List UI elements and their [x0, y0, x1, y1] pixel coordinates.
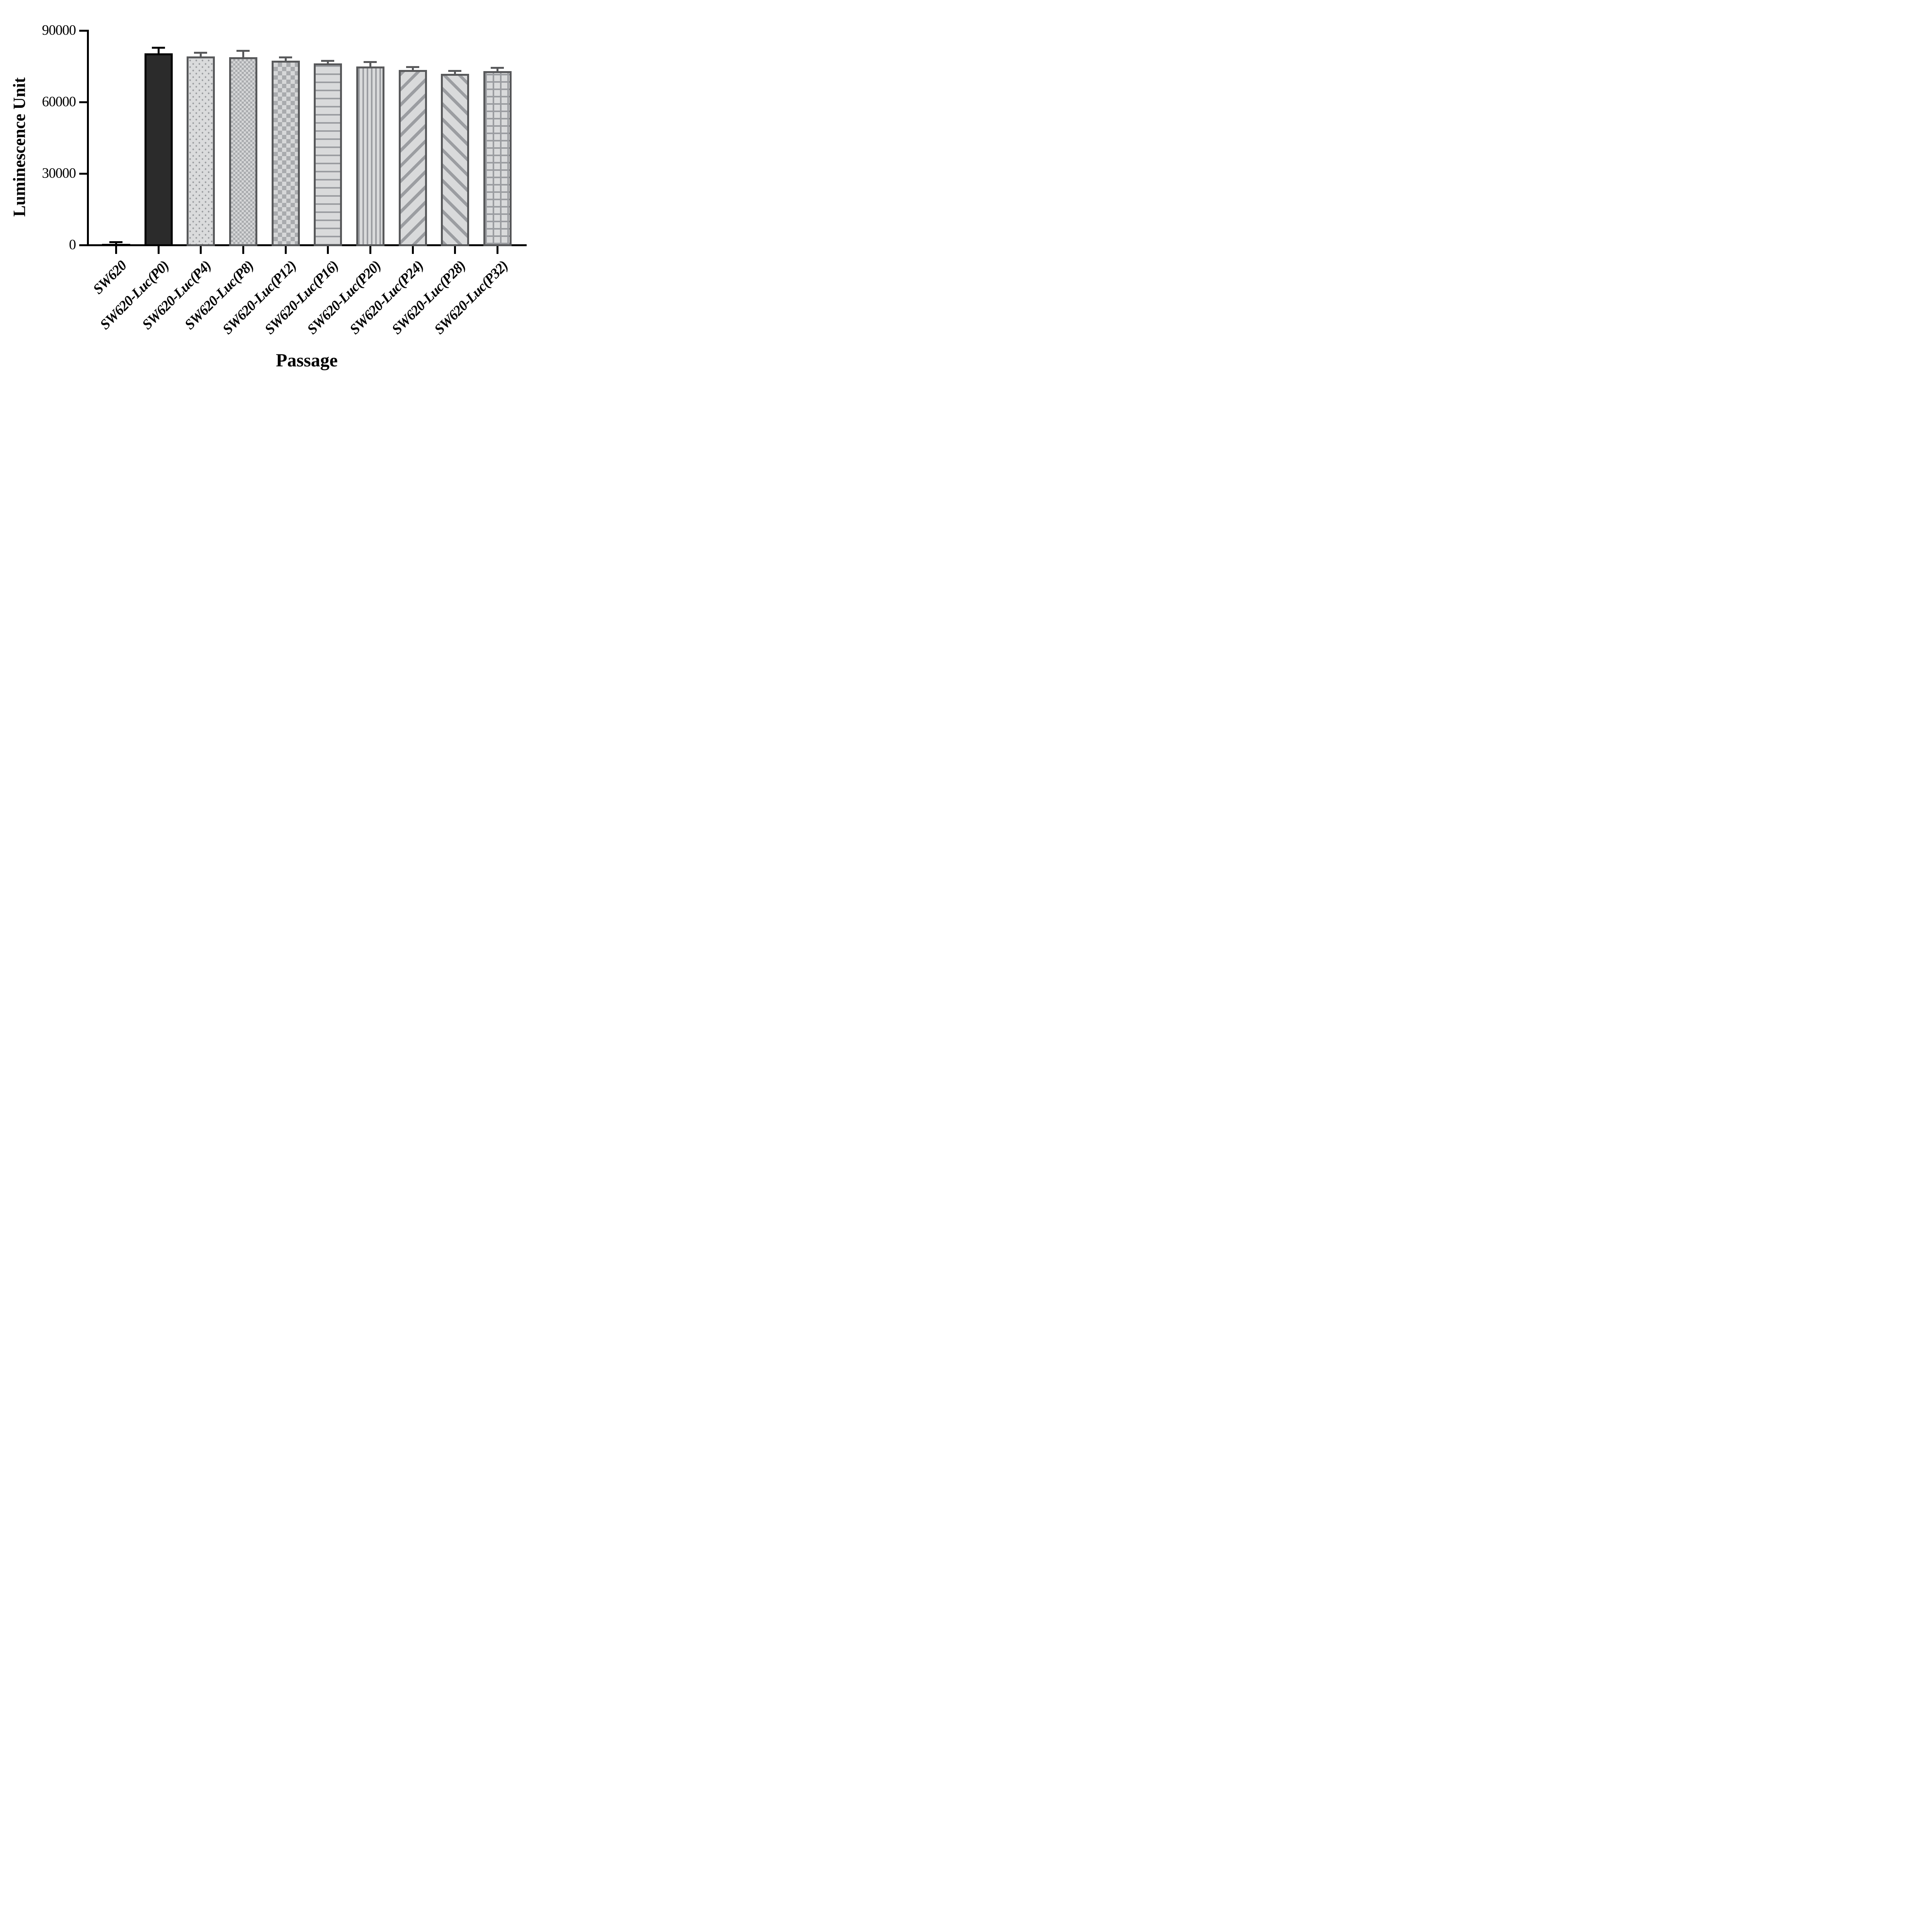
y-tick-mark: [79, 244, 87, 246]
bar-SW620-Luc(P32): [483, 71, 512, 246]
error-bar-stem: [496, 68, 498, 72]
error-bar-cap: [279, 56, 292, 59]
y-axis-title: Luminescence Unit: [10, 77, 29, 217]
x-tick-label: SW620-Luc(P32): [431, 257, 511, 338]
x-axis-title: Passage: [276, 350, 338, 371]
x-axis-line: [87, 244, 527, 246]
bar-chart-figure: Luminescence Unit Passage 0 30000 60000 900…: [0, 0, 551, 383]
x-tick-mark: [369, 246, 371, 254]
bar-SW620-Luc(P28): [440, 73, 469, 246]
error-bar-cap: [491, 66, 504, 69]
x-tick-mark: [496, 246, 498, 254]
error-bar-stem: [454, 72, 456, 75]
x-tick-label: SW620: [90, 257, 130, 298]
error-bar-cap: [194, 52, 207, 54]
x-tick-label: SW620-Luc(P28): [389, 257, 469, 338]
y-axis-line: [87, 30, 89, 246]
error-bar-stem: [157, 49, 160, 54]
error-bar-stem: [327, 61, 329, 65]
error-bar-stem: [199, 54, 202, 57]
error-bar-cap: [406, 66, 419, 68]
bar-SW620-Luc(P24): [398, 70, 427, 246]
error-bar-cap: [364, 61, 377, 63]
bar-SW620: [102, 243, 130, 246]
error-bar-cap: [321, 60, 334, 62]
bar-SW620-Luc(P4): [186, 56, 215, 246]
error-bar-cap: [448, 70, 461, 72]
error-bar-stem: [242, 51, 244, 58]
x-tick-label: SW620-Luc(P20): [304, 257, 384, 338]
bar-SW620-Luc(P20): [356, 66, 384, 246]
bar-SW620-Luc(P16): [313, 63, 342, 246]
y-tick-mark: [79, 172, 87, 175]
y-tick-label: 0: [69, 237, 77, 253]
y-tick-mark: [79, 29, 87, 32]
y-tick-label: 90000: [42, 22, 77, 38]
error-bar-stem: [369, 63, 371, 68]
x-tick-mark: [115, 246, 117, 254]
x-tick-mark: [199, 246, 202, 254]
y-tick-label: 60000: [42, 94, 77, 110]
bar-SW620-Luc(P12): [271, 60, 300, 246]
error-bar-cap: [152, 47, 165, 49]
y-tick-label: 30000: [42, 165, 77, 181]
x-tick-mark: [284, 246, 287, 254]
error-bar-stem: [412, 68, 414, 71]
x-tick-mark: [242, 246, 244, 254]
x-tick-label: SW620-Luc(P12): [219, 257, 299, 338]
y-tick-mark: [79, 101, 87, 103]
x-tick-mark: [157, 246, 160, 254]
x-tick-mark: [454, 246, 456, 254]
x-tick-label: SW620-Luc(P16): [262, 257, 342, 338]
x-tick-mark: [412, 246, 414, 254]
error-bar-cap: [109, 241, 122, 243]
x-tick-mark: [327, 246, 329, 254]
error-bar-cap: [236, 49, 250, 52]
bar-SW620-Luc(P8): [229, 57, 257, 246]
x-tick-label: SW620-Luc(P24): [347, 257, 427, 338]
bar-SW620-Luc(P0): [144, 53, 173, 246]
error-bar-stem: [284, 58, 287, 61]
